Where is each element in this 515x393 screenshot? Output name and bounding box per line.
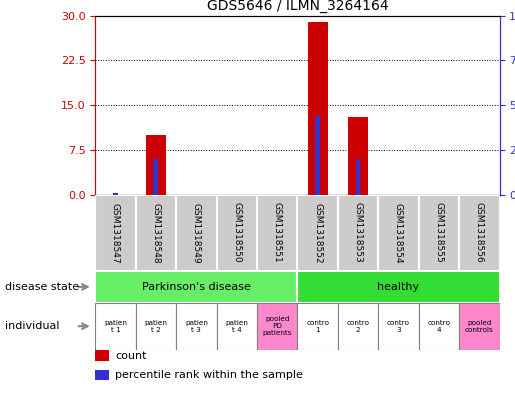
Text: patien
t 4: patien t 4: [226, 320, 248, 333]
Bar: [419, 195, 459, 271]
Text: contro
1: contro 1: [306, 320, 329, 333]
Text: pooled
PD
patients: pooled PD patients: [263, 316, 292, 336]
Text: disease state: disease state: [5, 282, 79, 292]
Text: GSM1318548: GSM1318548: [151, 202, 160, 263]
Title: GDS5646 / ILMN_3264164: GDS5646 / ILMN_3264164: [207, 0, 388, 13]
Bar: [216, 303, 257, 350]
Bar: [257, 195, 298, 271]
Bar: [298, 195, 338, 271]
Bar: [298, 271, 500, 303]
Bar: [378, 195, 419, 271]
Bar: [136, 195, 176, 271]
Text: GSM1318555: GSM1318555: [435, 202, 443, 263]
Bar: [176, 195, 216, 271]
Text: GSM1318556: GSM1318556: [475, 202, 484, 263]
Bar: [378, 303, 419, 350]
Text: patien
t 2: patien t 2: [145, 320, 167, 333]
Bar: [136, 303, 176, 350]
Bar: [95, 350, 109, 361]
Bar: [459, 195, 500, 271]
Text: count: count: [115, 351, 147, 360]
Text: patien
t 3: patien t 3: [185, 320, 208, 333]
Text: contro
3: contro 3: [387, 320, 410, 333]
Text: GSM1318549: GSM1318549: [192, 202, 201, 263]
Text: GSM1318551: GSM1318551: [273, 202, 282, 263]
Bar: [95, 303, 136, 350]
Text: GSM1318547: GSM1318547: [111, 202, 120, 263]
Bar: [216, 195, 257, 271]
Text: healthy: healthy: [377, 282, 420, 292]
Bar: [315, 116, 320, 195]
Text: GSM1318552: GSM1318552: [313, 202, 322, 263]
Bar: [356, 159, 360, 195]
Bar: [95, 369, 109, 380]
Bar: [459, 303, 500, 350]
Bar: [338, 195, 378, 271]
Text: patien
t 1: patien t 1: [104, 320, 127, 333]
Text: pooled
controls: pooled controls: [465, 320, 494, 333]
Text: Parkinson's disease: Parkinson's disease: [142, 282, 251, 292]
Bar: [348, 117, 368, 195]
Bar: [257, 303, 298, 350]
Text: GSM1318554: GSM1318554: [394, 202, 403, 263]
Text: individual: individual: [5, 321, 60, 331]
Text: GSM1318550: GSM1318550: [232, 202, 241, 263]
Text: contro
2: contro 2: [347, 320, 370, 333]
Text: contro
4: contro 4: [427, 320, 451, 333]
Bar: [307, 22, 328, 195]
Bar: [113, 193, 118, 195]
Text: GSM1318553: GSM1318553: [354, 202, 363, 263]
Bar: [95, 195, 136, 271]
Bar: [95, 271, 298, 303]
Bar: [338, 303, 378, 350]
Bar: [146, 135, 166, 195]
Bar: [153, 159, 158, 195]
Bar: [419, 303, 459, 350]
Bar: [298, 303, 338, 350]
Bar: [176, 303, 216, 350]
Text: percentile rank within the sample: percentile rank within the sample: [115, 370, 303, 380]
